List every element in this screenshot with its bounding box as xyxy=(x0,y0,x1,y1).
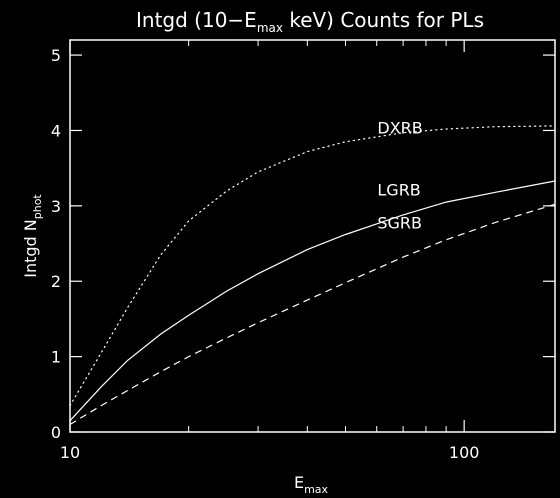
y-tick-label: 0 xyxy=(51,423,61,442)
chart-title-subscript: max xyxy=(257,21,283,35)
axes: 0 1 2 3 4 5 10 100 xyxy=(51,40,555,462)
x-axis-label-main: E xyxy=(294,473,304,492)
plot-frame xyxy=(69,39,556,433)
x-tick-label: 100 xyxy=(449,443,480,462)
y-axis-label-main: Intgd N xyxy=(21,219,40,278)
series-dxrb-line xyxy=(69,125,556,407)
chart-title: Intgd (10−Emax keV) Counts for PLs xyxy=(136,8,484,35)
series-layer: DXRB LGRB SGRB xyxy=(69,119,556,426)
y-tick-label: 4 xyxy=(51,121,61,140)
y-tick-label: 3 xyxy=(51,197,61,216)
x-tick-label: 10 xyxy=(60,443,80,462)
y-tick-label: 2 xyxy=(51,272,61,291)
x-axis-label: Emax xyxy=(294,473,329,496)
x-axis-label-subscript: max xyxy=(304,483,328,496)
y-axis-label-subscript: phot xyxy=(31,194,44,220)
y-tick-label: 5 xyxy=(51,46,61,65)
chart-title-suffix: keV) Counts for PLs xyxy=(283,8,484,32)
y-tick-label: 1 xyxy=(51,348,61,367)
series-lgrb-line xyxy=(69,180,556,422)
series-lgrb-label: LGRB xyxy=(377,180,420,199)
series-sgrb-line xyxy=(69,203,556,426)
series-dxrb-label: DXRB xyxy=(377,119,422,138)
series-sgrb-label: SGRB xyxy=(377,213,422,232)
chart-title-prefix: Intgd (10−E xyxy=(136,8,257,32)
y-axis-label: Intgd Nphot xyxy=(21,194,44,278)
